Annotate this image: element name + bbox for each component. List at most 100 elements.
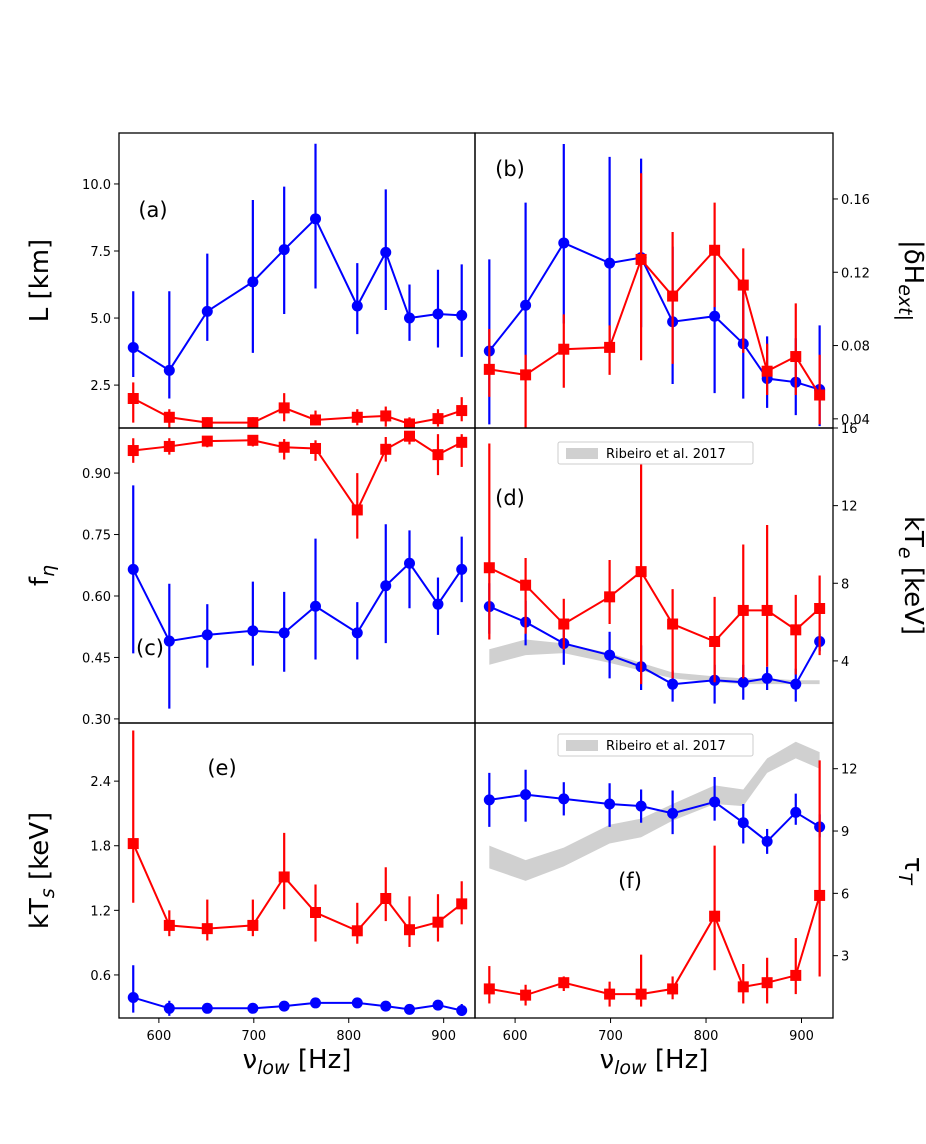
- data-point: [483, 983, 495, 995]
- y-tick-label: 0.30: [82, 713, 111, 728]
- data-point: [558, 793, 570, 805]
- data-point: [558, 618, 570, 630]
- y-tick-label: 12: [841, 500, 858, 515]
- y-tick-label: 0.90: [82, 467, 111, 482]
- data-point: [310, 414, 322, 426]
- panel-b: 0.04 0.08 0.12 0.16 |δḢext| (b): [474, 132, 926, 429]
- y-axis-label: L [km]: [25, 239, 55, 322]
- panel-a: 2.5 5.0 7.5 10.0 L [km] (a): [25, 132, 476, 429]
- data-point: [814, 889, 826, 901]
- y-axis-label: fη: [25, 565, 59, 586]
- data-point: [604, 649, 616, 661]
- data-point: [737, 676, 749, 688]
- data-point: [761, 835, 773, 847]
- data-point: [403, 557, 415, 569]
- series-red: [483, 443, 826, 685]
- axes-frame: [118, 427, 476, 724]
- data-point: [790, 806, 802, 818]
- data-point: [278, 1000, 290, 1012]
- y-axis-label: τT: [894, 857, 926, 886]
- data-point: [483, 794, 495, 806]
- data-point: [790, 351, 802, 363]
- x-tick-label: 600: [503, 1029, 528, 1044]
- data-point: [667, 983, 679, 995]
- data-point: [761, 977, 773, 989]
- data-point: [127, 342, 139, 354]
- data-point: [247, 276, 259, 288]
- data-point: [483, 363, 495, 375]
- data-point: [380, 246, 392, 258]
- panel-f: 3 6 9 12 600 700 800 900 νlow [Hz] τT (f) Ribeiro e…: [474, 722, 926, 1079]
- data-point: [201, 629, 213, 641]
- data-point: [432, 413, 444, 425]
- series-blue: [127, 965, 468, 1016]
- panel-d: 4 8 12 16 kTe [keV] (d) Ribeiro et al. 2017: [474, 422, 926, 724]
- series-blue: [483, 143, 826, 427]
- data-point: [520, 789, 532, 801]
- data-point: [456, 1004, 468, 1016]
- data-point: [604, 257, 616, 269]
- data-point: [163, 364, 175, 376]
- data-point: [247, 919, 259, 931]
- legend-label: Ribeiro et al. 2017: [606, 739, 726, 754]
- data-point: [201, 305, 213, 317]
- y-tick-label: 2.4: [90, 775, 111, 790]
- data-point: [709, 244, 721, 256]
- data-point: [247, 434, 259, 446]
- data-point: [432, 916, 444, 928]
- y-tick-label: 2.5: [90, 379, 111, 394]
- data-point: [127, 838, 139, 850]
- legend-swatch: [566, 740, 598, 751]
- plot-area: [127, 430, 468, 709]
- axes-frame: [118, 132, 476, 429]
- panel-c: 0.30 0.45 0.60 0.75 0.90 fη (c): [25, 427, 476, 728]
- data-point: [247, 417, 259, 428]
- data-point: [456, 309, 468, 321]
- series-red: [483, 173, 826, 428]
- data-point: [456, 405, 468, 417]
- data-point: [737, 981, 749, 993]
- x-tick-label: 600: [146, 1029, 171, 1044]
- axes-frame: [474, 722, 834, 1019]
- x-axis-label: νlow [Hz]: [600, 1045, 709, 1079]
- y-tick-label: 7.5: [90, 245, 111, 260]
- plot-area: [127, 143, 468, 428]
- y-tick-label: 0.75: [82, 529, 111, 544]
- data-point: [520, 369, 532, 381]
- data-point: [163, 919, 175, 931]
- data-point: [635, 253, 647, 265]
- y-tick-label: 4: [841, 655, 849, 670]
- data-point: [351, 627, 363, 639]
- y-tick-label: 1.8: [90, 840, 111, 855]
- data-point: [604, 341, 616, 353]
- x-axis-label: νlow [Hz]: [243, 1045, 352, 1079]
- y-tick-label: 0.16: [841, 193, 870, 208]
- data-point: [278, 402, 290, 414]
- data-point: [380, 580, 392, 592]
- data-point: [163, 635, 175, 647]
- data-point: [520, 989, 532, 1001]
- data-point: [761, 672, 773, 684]
- data-point: [635, 800, 647, 812]
- x-tick-label: 700: [598, 1029, 623, 1044]
- y-axis-label: kTe [keV]: [894, 516, 926, 635]
- plot-area: [483, 143, 826, 428]
- data-point: [432, 308, 444, 320]
- series-line: [132, 843, 463, 933]
- data-point: [761, 604, 773, 616]
- data-point: [403, 924, 415, 936]
- y-tick-label: 0.04: [841, 413, 870, 428]
- y-tick-label: 5.0: [90, 312, 111, 327]
- axes-frame: [118, 722, 476, 1019]
- data-point: [667, 807, 679, 819]
- panel-label: (c): [136, 636, 164, 660]
- x-tick-label: 800: [694, 1029, 719, 1044]
- plot-area: [483, 443, 826, 704]
- y-tick-label: 8: [841, 577, 849, 592]
- y-tick-label: 6: [841, 887, 849, 902]
- panel-label: (b): [495, 157, 525, 181]
- data-point: [761, 365, 773, 377]
- data-point: [163, 440, 175, 452]
- series-line: [133, 435, 463, 512]
